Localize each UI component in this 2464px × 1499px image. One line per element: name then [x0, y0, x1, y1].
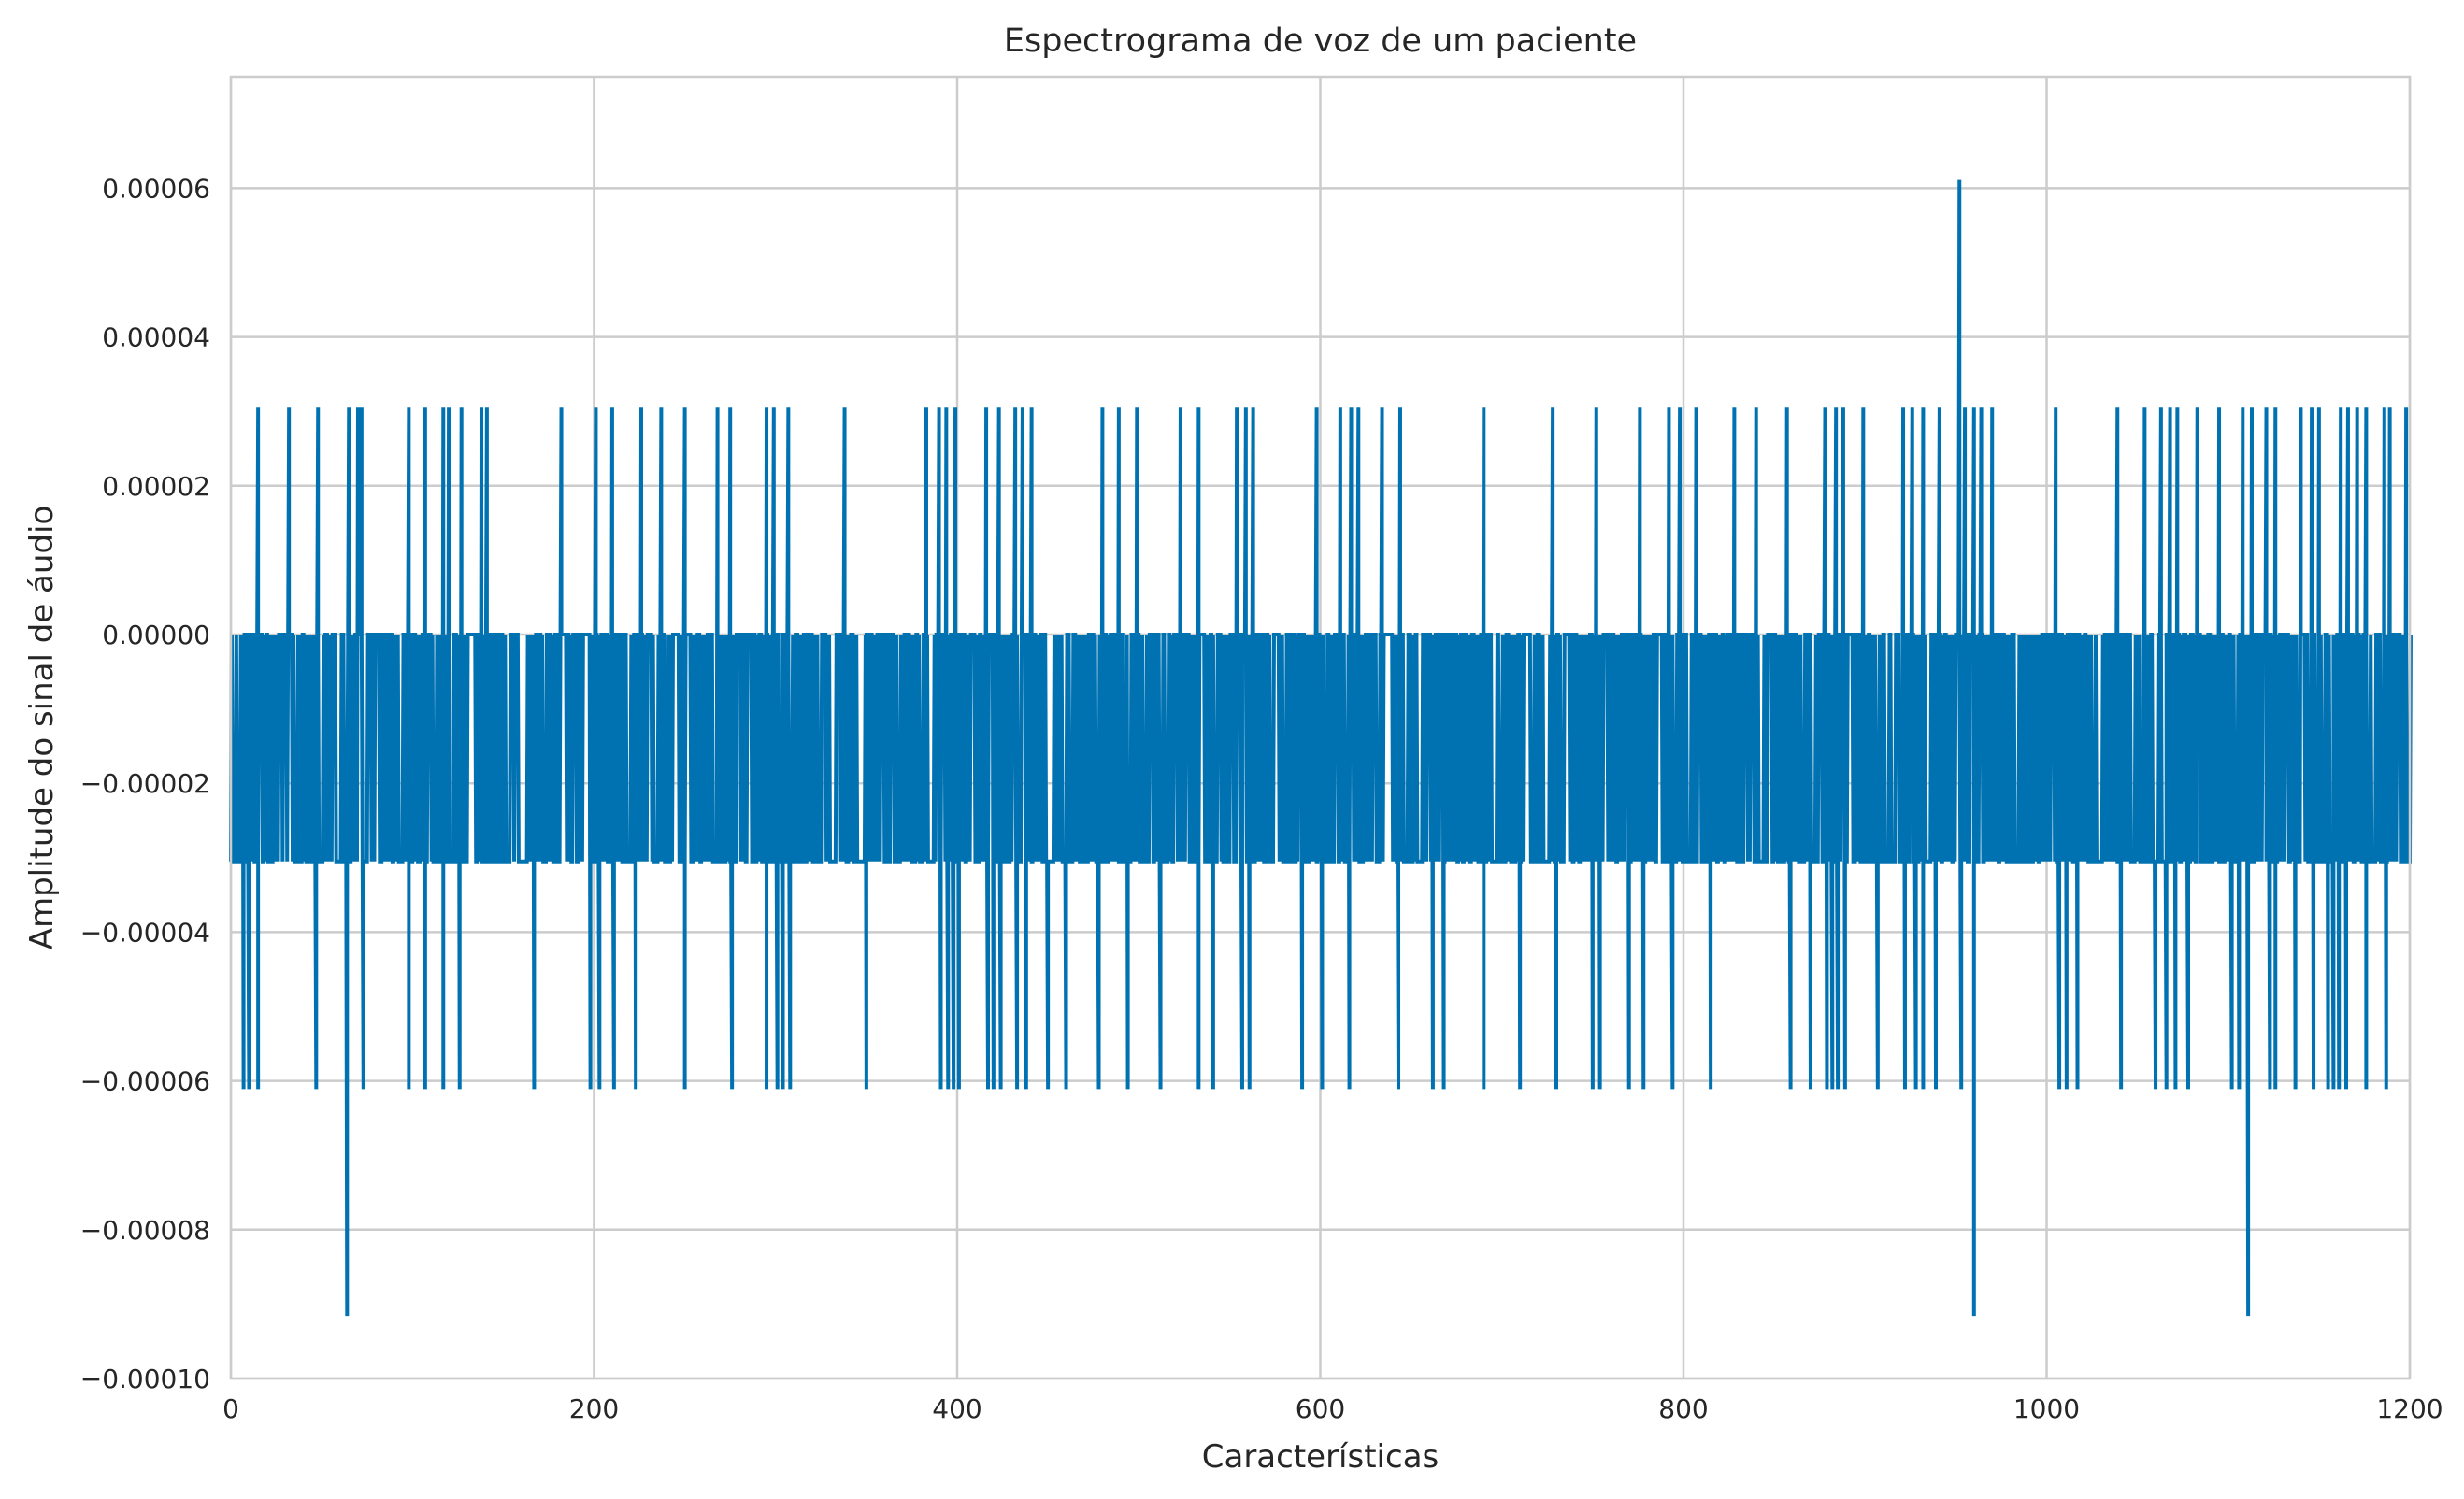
y-tick-label: 0.00006: [102, 173, 210, 204]
y-tick-label: −0.00010: [80, 1363, 210, 1394]
x-tick-label: 1200: [2376, 1393, 2443, 1424]
x-tick-label: 0: [222, 1393, 239, 1424]
chart-title: Espectrograma de voz de um paciente: [1004, 22, 1637, 60]
plot-area-frame: [229, 75, 2412, 1380]
y-tick-label: −0.00002: [80, 768, 210, 799]
y-tick-label: −0.00004: [80, 917, 210, 948]
y-tick-label: −0.00006: [80, 1066, 210, 1097]
x-tick-label: 400: [932, 1393, 981, 1424]
y-tick-label: 0.00000: [102, 620, 210, 650]
x-tick-label: 800: [1658, 1393, 1708, 1424]
y-tick-label: −0.00008: [80, 1215, 210, 1246]
x-tick-label: 1000: [2013, 1393, 2080, 1424]
y-axis-label: Amplitude do sinal de áudio: [23, 506, 61, 950]
x-tick-label: 600: [1296, 1393, 1345, 1424]
data-layer: [229, 179, 2413, 1317]
signal-line: [229, 179, 2413, 1317]
tick-labels: 0 200 400 600 800 1000 1200 −0.00010 −0.00008 −0.…: [80, 173, 2443, 1424]
y-tick-label: 0.00002: [102, 471, 210, 502]
x-tick-label: 200: [569, 1393, 619, 1424]
y-tick-label: 0.00004: [102, 322, 210, 353]
x-axis-label: Características: [1202, 1438, 1440, 1476]
